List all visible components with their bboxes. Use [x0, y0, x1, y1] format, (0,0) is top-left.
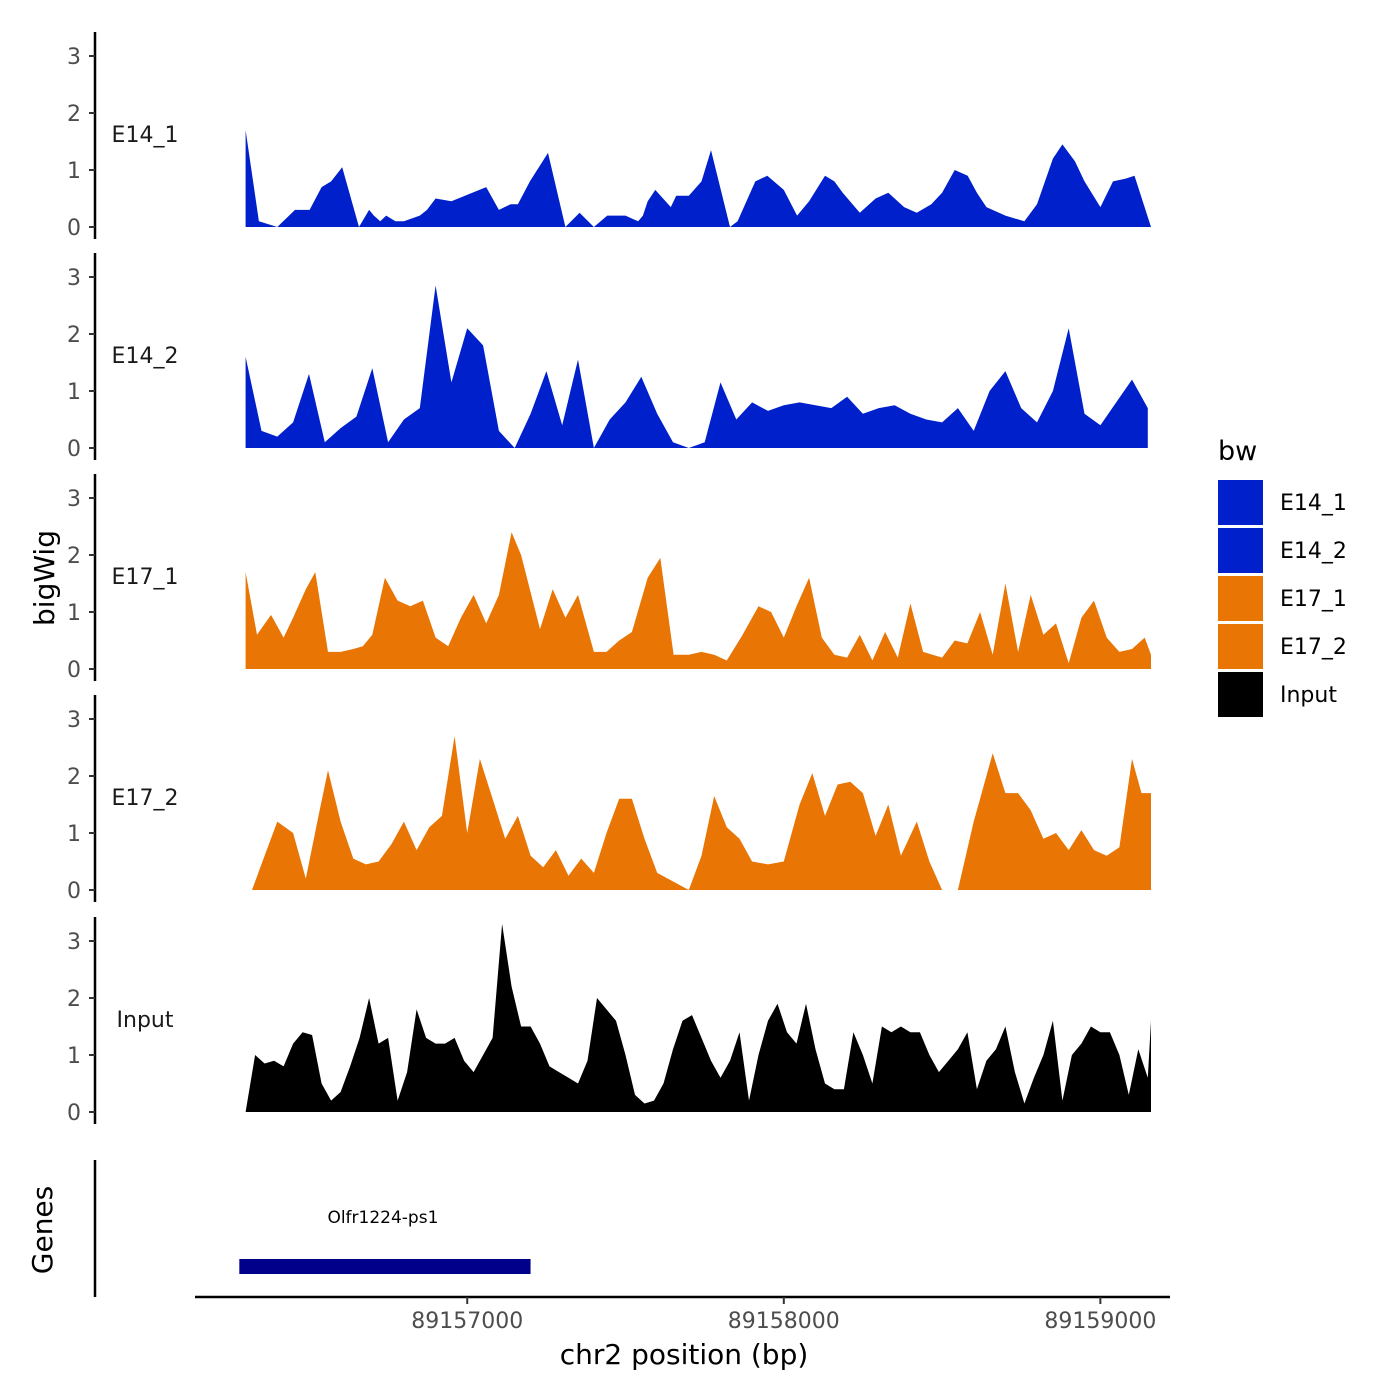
y-tick-label: 0 — [67, 658, 81, 683]
gene-bar-Olfr1224-ps1 — [239, 1259, 531, 1274]
legend-swatch-E14_2 — [1218, 528, 1263, 573]
gene-label: Olfr1224-ps1 — [327, 1208, 438, 1228]
y-tick-label: 0 — [67, 1101, 81, 1126]
y-tick-label: 1 — [67, 822, 81, 847]
y-tick-label: 1 — [67, 601, 81, 626]
legend-swatch-E14_1 — [1218, 480, 1263, 525]
x-axis: 89157000 89158000 89159000 — [195, 1295, 1170, 1334]
y-tick-label: 2 — [67, 102, 81, 127]
track-label-E17_1: E17_1 — [112, 565, 179, 590]
track-E14_1: 0 1 2 3 E14_1 — [67, 32, 1152, 241]
signal-area-E14_1 — [245, 130, 1152, 227]
track-label-E17_2: E17_2 — [112, 786, 179, 811]
y-tick-label: 3 — [67, 487, 81, 512]
y-tick-label: 0 — [67, 879, 81, 904]
track-label-Input: Input — [117, 1008, 174, 1033]
y-tick-label: 3 — [67, 708, 81, 733]
legend-label-Input: Input — [1280, 683, 1337, 708]
y-axis-title: bigWig — [28, 530, 61, 626]
y-tick-label: 0 — [67, 216, 81, 241]
legend-label-E14_1: E14_1 — [1280, 491, 1347, 516]
legend: bw E14_1 E14_2 E17_1 E17_2 Input — [1218, 436, 1347, 717]
y-tick-label: 3 — [67, 45, 81, 70]
x-axis-title: chr2 position (bp) — [560, 1338, 809, 1371]
track-E17_2: 0 1 2 3 E17_2 — [67, 695, 1151, 904]
y-tick-label: 1 — [67, 1044, 81, 1069]
y-tick-label: 2 — [67, 323, 81, 348]
x-tick-label: 89159000 — [1044, 1309, 1156, 1334]
track-Input: 0 1 2 3 Input — [67, 917, 1152, 1126]
track-label-E14_1: E14_1 — [112, 123, 179, 148]
legend-label-E14_2: E14_2 — [1280, 539, 1347, 564]
y-tick-label: 2 — [67, 987, 81, 1012]
legend-title: bw — [1218, 436, 1257, 467]
y-tick-label: 0 — [67, 437, 81, 462]
signal-area-E14_2 — [245, 285, 1148, 448]
x-tick-label: 89157000 — [411, 1309, 523, 1334]
y-tick-label: 1 — [67, 380, 81, 405]
track-label-E14_2: E14_2 — [112, 344, 179, 369]
legend-swatch-E17_1 — [1218, 576, 1263, 621]
legend-label-E17_1: E17_1 — [1280, 587, 1347, 612]
y-tick-label: 2 — [67, 544, 81, 569]
track-E14_2: 0 1 2 3 E14_2 — [67, 253, 1148, 462]
legend-label-E17_2: E17_2 — [1280, 635, 1347, 660]
y-tick-label: 3 — [67, 930, 81, 955]
x-tick-label: 89158000 — [728, 1309, 840, 1334]
track-E17_1: 0 1 2 3 E17_1 — [67, 474, 1152, 683]
track-panels: 0 1 2 3 E14_1 0 1 2 3 E14_2 0 1 2 3 E17_1 0 1 2 3 E17_2 0 1 2 3… — [67, 32, 1152, 1126]
signal-area-E17_1 — [245, 532, 1152, 669]
signal-area-Input — [245, 923, 1152, 1112]
legend-swatch-E17_2 — [1218, 624, 1263, 669]
y-tick-label: 1 — [67, 159, 81, 184]
y-tick-label: 3 — [67, 266, 81, 291]
genes-panel-title: Genes — [26, 1186, 59, 1274]
y-tick-label: 2 — [67, 765, 81, 790]
signal-area-E17_2 — [252, 736, 1151, 890]
legend-swatch-Input — [1218, 672, 1263, 717]
genes-panel: Olfr1224-ps1 — [93, 1160, 531, 1297]
